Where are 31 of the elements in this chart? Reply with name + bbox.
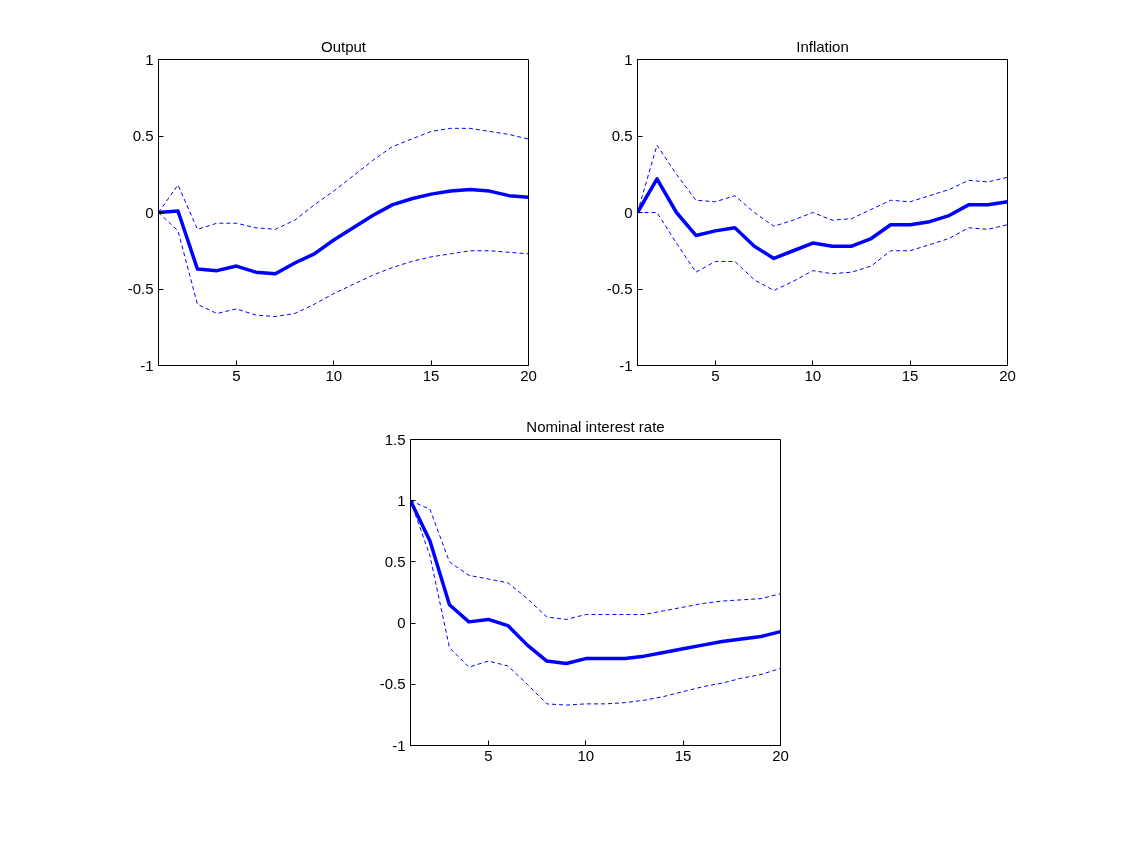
y-tick-label: -1 xyxy=(140,356,154,374)
y-tick-label: 1.5 xyxy=(384,430,406,448)
x-tick-label: 20 xyxy=(999,366,1016,384)
x-tick-label: 10 xyxy=(804,366,822,384)
y-tick-label: -1 xyxy=(392,736,406,754)
y-tick-label: 0 xyxy=(624,203,633,221)
y-tick-label: 0.5 xyxy=(132,127,154,144)
chart-title: Inflation xyxy=(796,37,849,55)
chart-title: Nominal interest rate xyxy=(526,417,665,435)
x-tick-label: 5 xyxy=(232,366,241,384)
y-tick-label: 0 xyxy=(397,614,406,632)
y-tick-label: 1 xyxy=(397,491,406,509)
x-tick-label: 15 xyxy=(674,746,692,764)
y-tick-label: 1 xyxy=(145,50,154,68)
x-tick-label: 15 xyxy=(422,366,440,384)
y-tick-label: 1 xyxy=(624,50,633,68)
x-tick-label: 15 xyxy=(901,366,919,384)
y-tick-label: 0.5 xyxy=(384,552,406,570)
y-tick-label: 0 xyxy=(145,203,154,221)
y-tick-label: 0.5 xyxy=(611,127,633,144)
y-tick-label: -1 xyxy=(619,356,633,374)
x-tick-label: 5 xyxy=(711,366,720,384)
y-tick-label: -0.5 xyxy=(379,675,406,693)
x-tick-label: 20 xyxy=(520,366,537,384)
chart-title: Output xyxy=(320,37,367,55)
x-tick-label: 20 xyxy=(772,746,789,764)
x-tick-label: 10 xyxy=(325,366,343,384)
y-tick-label: -0.5 xyxy=(606,280,633,297)
x-tick-label: 10 xyxy=(577,746,595,764)
y-tick-label: -0.5 xyxy=(127,280,154,297)
x-tick-label: 5 xyxy=(484,746,493,764)
